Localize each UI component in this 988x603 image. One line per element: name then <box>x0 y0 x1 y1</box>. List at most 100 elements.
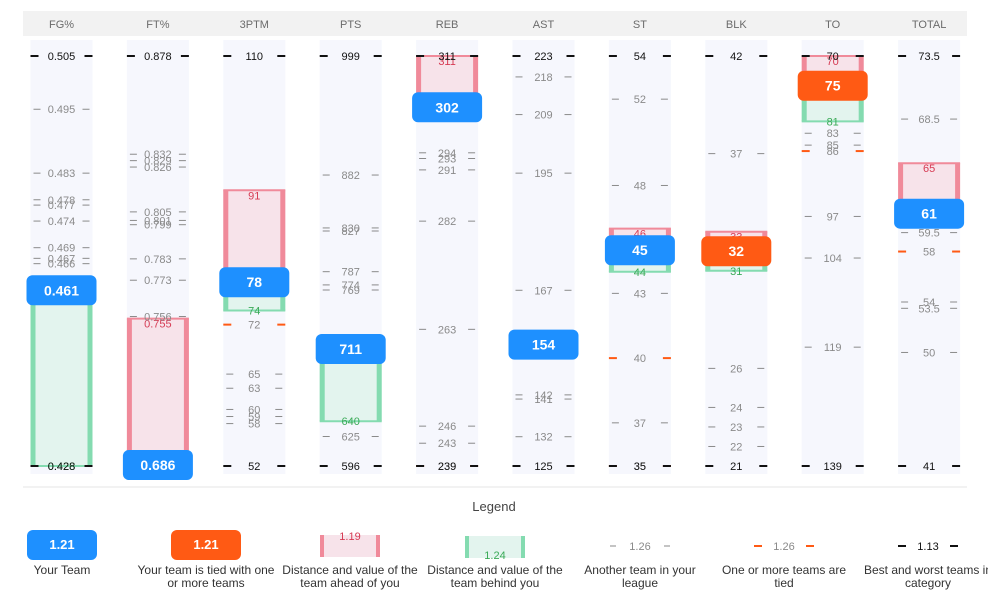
team-value: 78 <box>247 274 263 290</box>
legend-your-team-pill: 1.21 <box>27 530 97 560</box>
other-value: 22 <box>730 441 742 453</box>
other-value: 60 <box>248 404 260 416</box>
legend-sample-tied: 1.21 <box>136 530 276 560</box>
other-value: 50 <box>923 347 935 359</box>
other-value: 0.832 <box>144 149 172 161</box>
other-value: 0.478 <box>48 195 76 207</box>
tied-value: 72 <box>248 320 260 332</box>
ahead-band-edge <box>280 190 286 283</box>
legend-caption-ahead: Distance and value of the team ahead of … <box>282 563 418 590</box>
legend-tied-pill: 1.21 <box>171 530 241 560</box>
other-value: 37 <box>634 418 646 430</box>
team-pill: 711 <box>315 334 386 365</box>
other-value: 0.474 <box>48 216 76 228</box>
other-value: 625 <box>342 431 360 443</box>
other-value: 65 <box>248 369 260 381</box>
other-value: 293 <box>438 154 456 166</box>
tied-value: 58 <box>923 247 935 259</box>
other-value: 132 <box>534 432 552 444</box>
legend-caption-your-team: Your Team <box>33 563 91 577</box>
team-value: 75 <box>825 78 841 94</box>
worst-value: 52 <box>248 461 260 473</box>
other-value: 48 <box>634 180 646 192</box>
behind-value: 640 <box>342 416 360 428</box>
legend-sample-ahead: 1.19 <box>280 530 420 565</box>
best-value: 54 <box>634 51 646 63</box>
behind-band <box>30 290 93 466</box>
other-value: 26 <box>730 363 742 375</box>
other-value: 246 <box>438 421 456 433</box>
team-pill: 0.686 <box>122 450 193 480</box>
legend-extreme-tick: 1.13 <box>898 541 958 553</box>
column-header: PTS <box>340 19 361 31</box>
ahead-band-edge <box>126 318 132 466</box>
legend-sample-behind: 1.24 <box>425 530 565 565</box>
other-value: 294 <box>438 148 456 160</box>
other-value: 0.466 <box>48 259 76 271</box>
worst-value: 139 <box>824 461 842 473</box>
legend-ahead-value: 1.19 <box>339 531 360 543</box>
other-value: 23 <box>730 422 742 434</box>
team-value: 32 <box>729 243 745 259</box>
team-pill: 0.461 <box>26 275 97 306</box>
other-value: 141 <box>534 394 552 406</box>
other-value: 263 <box>438 324 456 336</box>
other-value: 54 <box>923 297 935 309</box>
other-value: 0.773 <box>144 275 172 287</box>
legend-sample-tied-tick: 1.26 <box>714 530 854 565</box>
other-value: 0.483 <box>48 168 76 180</box>
worst-value: 0.428 <box>48 461 76 473</box>
other-value: 59.5 <box>918 228 939 240</box>
best-value: 0.878 <box>144 51 172 63</box>
ranking-chart: FG%0.4280.4950.4830.4780.4770.4740.4690.… <box>23 11 967 488</box>
team-pill: 45 <box>604 235 675 266</box>
behind-band-edge <box>30 290 36 466</box>
other-value: 0.495 <box>48 104 76 116</box>
column-header: AST <box>533 19 555 31</box>
ahead-band-edge <box>955 163 961 214</box>
ahead-value: 91 <box>248 190 260 202</box>
other-value: 0.826 <box>144 162 172 174</box>
other-value: 43 <box>634 288 646 300</box>
other-value: 104 <box>824 253 842 265</box>
other-value: 282 <box>438 216 456 228</box>
other-value: 83 <box>827 128 839 140</box>
legend-sample-your-team: 1.21 <box>0 530 132 560</box>
column-header: FG% <box>49 19 74 31</box>
team-pill-bg <box>508 329 579 360</box>
team-pill: 61 <box>894 198 965 229</box>
ahead-band <box>126 318 189 466</box>
other-value: 52 <box>634 94 646 106</box>
worst-value: 239 <box>438 461 456 473</box>
other-value: 142 <box>534 390 552 402</box>
tied-value: 239 <box>438 461 456 473</box>
worst-value: 125 <box>534 461 552 473</box>
behind-value: 44 <box>634 267 646 279</box>
team-pill-bg <box>219 267 290 298</box>
best-value: 73.5 <box>918 51 939 63</box>
ahead-band-edge <box>898 163 904 214</box>
ahead-value: 0.755 <box>144 319 172 331</box>
best-value: 0.505 <box>48 51 76 63</box>
other-value: 291 <box>438 165 456 177</box>
other-value: 97 <box>827 211 839 223</box>
other-value: 24 <box>730 402 742 414</box>
behind-band-edge <box>376 349 382 422</box>
other-value: 68.5 <box>918 114 939 126</box>
column-blk: BLK33313726242322422132 <box>701 19 772 474</box>
column-strip <box>898 40 961 474</box>
other-value: 827 <box>342 226 360 238</box>
team-value: 711 <box>339 341 362 357</box>
other-value: 0.801 <box>144 215 172 227</box>
behind-band-edge <box>319 349 325 422</box>
best-value: 311 <box>438 51 456 63</box>
team-pill-bg <box>122 450 193 480</box>
ahead-band-edge <box>183 318 189 466</box>
column-header: FT% <box>146 19 169 31</box>
other-value: 167 <box>534 285 552 297</box>
